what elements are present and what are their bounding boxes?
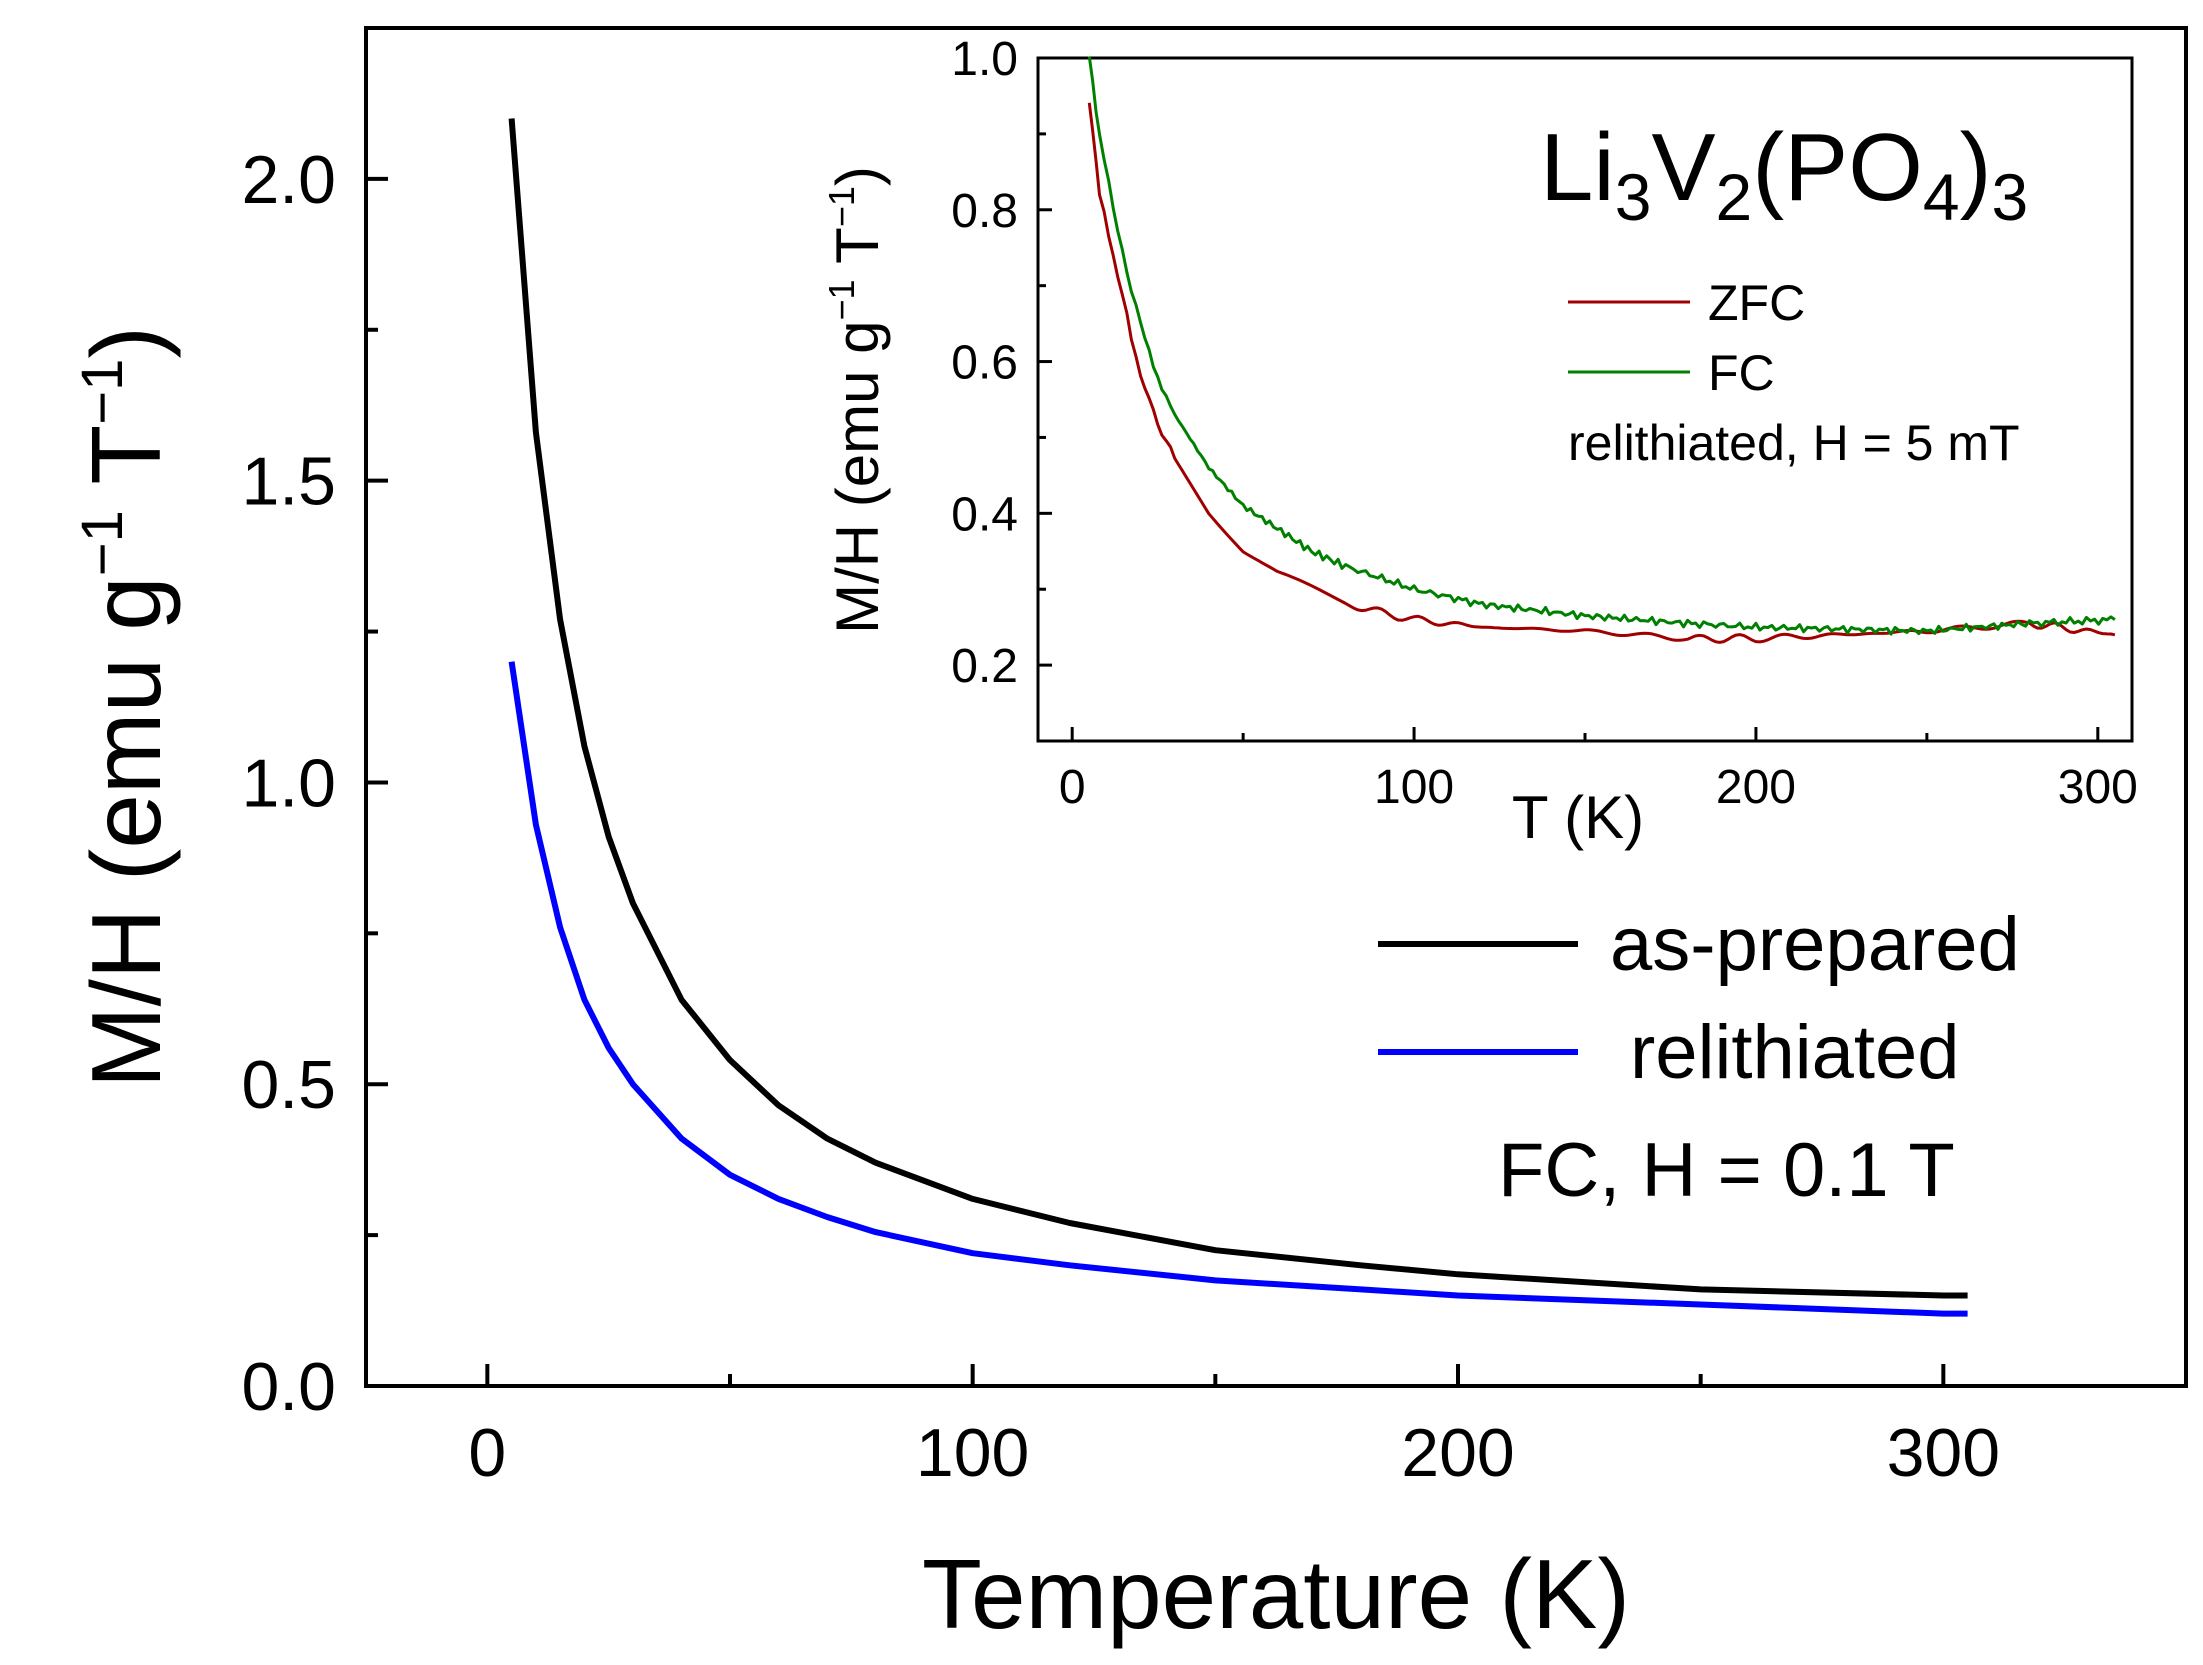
inset-x-tick-label: 0 — [1059, 761, 1086, 814]
main-x-tick-label: 100 — [916, 1415, 1029, 1491]
main-annotation: FC, H = 0.1 T — [1498, 1128, 1955, 1213]
main-y-tick-label: 1.5 — [241, 444, 336, 520]
formula-part-li: Li — [1540, 114, 1615, 221]
inset-y-axis-title-end: ) — [824, 166, 891, 186]
main-ticks — [366, 176, 1946, 1388]
compound-formula: Li3V2(PO4)3 — [1540, 114, 2028, 234]
inset-annotation: relithiated, H = 5 mT — [1568, 415, 2020, 471]
main-series-relithiated — [508, 661, 1968, 1317]
inset-x-tick-label: 100 — [1374, 761, 1454, 814]
formula-part-paren: ) — [1960, 114, 1992, 221]
main-y-axis-title-mid: T — [71, 425, 181, 510]
inset-x-tick-label: 200 — [1716, 761, 1796, 814]
inset-y-axis-title-exp2: −1 — [821, 186, 862, 227]
inset-series-fc — [1087, 56, 2116, 636]
inset-y-axis-title: M/H (emu g−1 T−1) — [821, 166, 891, 634]
main-series — [508, 118, 1968, 1317]
inset-y-tick-label: 0.4 — [951, 488, 1018, 541]
main-y-tick-label: 0.0 — [241, 1349, 336, 1425]
formula-part-po: (PO — [1752, 114, 1923, 221]
inset-legend: ZFC FC relithiated, H = 5 mT — [1568, 275, 2020, 471]
main-x-axis-title: Temperature (K) — [922, 1539, 1630, 1649]
formula-sub-2: 2 — [1715, 160, 1752, 234]
main-y-axis-title-base: M/H (emu g — [71, 576, 181, 1088]
main-plot-frame — [364, 26, 2188, 1388]
inset-x-tick-label: 300 — [2058, 761, 2138, 814]
inset-y-tick-label: 1.0 — [951, 33, 1018, 86]
inset-y-tick-label: 0.6 — [951, 337, 1018, 390]
inset-y-axis-title-base: M/H (emu g — [824, 320, 891, 633]
formula-sub-3a: 3 — [1615, 160, 1652, 234]
inset-ticks — [1038, 56, 2100, 741]
main-series-as-prepared — [508, 118, 1968, 1299]
inset-y-axis-title-mid: T — [824, 227, 891, 279]
formula-sub-3b: 3 — [1992, 160, 2029, 234]
legend-label-fc: FC — [1708, 345, 1775, 401]
formula-part-v: V — [1651, 114, 1715, 221]
inset-y-tick-label: 0.8 — [951, 185, 1018, 238]
main-x-tick-label: 0 — [468, 1415, 506, 1491]
legend-label-zfc: ZFC — [1708, 275, 1805, 331]
main-y-axis-title-end: ) — [71, 326, 181, 359]
inset-tick-labels: 0 100 200 300 0.2 0.4 0.6 0.8 1.0 — [951, 33, 2138, 814]
main-x-tick-label: 200 — [1401, 1415, 1514, 1491]
main-y-tick-label: 2.0 — [241, 142, 336, 218]
main-y-axis-title: M/H (emu g−1 T−1) — [70, 326, 181, 1088]
main-x-tick-label: 300 — [1887, 1415, 2000, 1491]
legend-label-as-prepared: as-prepared — [1610, 902, 2020, 987]
main-legend: as-prepared relithiated FC, H = 0.1 T — [1378, 902, 2020, 1213]
main-tick-labels: 0 100 200 300 0.0 0.5 1.0 1.5 2.0 — [241, 142, 2000, 1491]
legend-label-relithiated: relithiated — [1630, 1010, 1960, 1095]
main-y-axis-title-exp1: −1 — [70, 510, 135, 576]
inset-y-axis-title-exp1: −1 — [821, 279, 862, 320]
inset-x-axis-title: T (K) — [1512, 784, 1644, 851]
inset-series — [1087, 56, 2116, 644]
main-y-tick-label: 0.5 — [241, 1047, 336, 1123]
formula-sub-4: 4 — [1923, 160, 1960, 234]
inset-y-tick-label: 0.2 — [951, 640, 1018, 693]
main-y-tick-label: 1.0 — [241, 745, 336, 821]
main-y-axis-title-exp2: −1 — [70, 359, 135, 425]
